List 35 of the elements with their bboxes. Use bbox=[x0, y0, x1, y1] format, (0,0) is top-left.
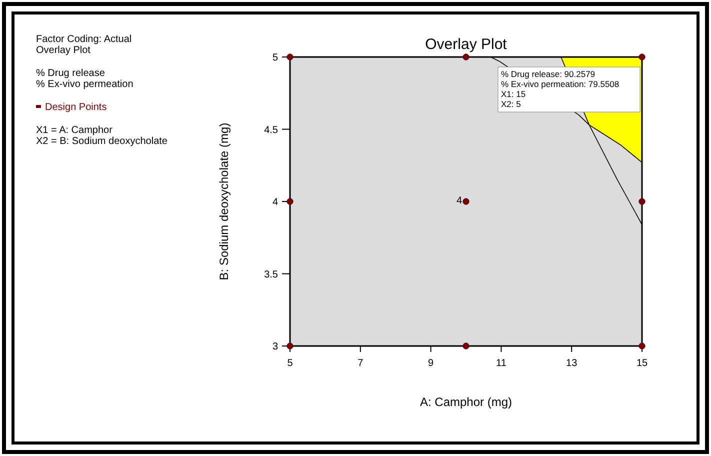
point bbox=[462, 198, 470, 205]
point bbox=[638, 54, 646, 60]
text: Factor Coding: Actual bbox=[36, 34, 132, 45]
annotation: % Drug release: 90.2579 bbox=[501, 69, 596, 79]
chart-title: Overlay Plot bbox=[425, 36, 508, 53]
x-tick-label: 5 bbox=[287, 358, 294, 369]
point bbox=[286, 54, 294, 60]
point bbox=[638, 342, 646, 350]
point bbox=[638, 198, 646, 205]
text: X2 = B: Sodium deoxycholate bbox=[36, 136, 168, 147]
y-tick-label: 3 bbox=[272, 342, 278, 352]
x-tick-label: 13 bbox=[566, 358, 578, 369]
x-tick-label: 9 bbox=[428, 358, 434, 369]
x-tick-label: 7 bbox=[358, 358, 364, 369]
legend-label: Design Points bbox=[45, 102, 107, 113]
x-axis-title: A: Camphor (mg) bbox=[420, 395, 512, 409]
point bbox=[462, 342, 470, 350]
x-tick-label: 15 bbox=[636, 358, 648, 369]
point bbox=[286, 198, 294, 205]
annotation: X1: 15 bbox=[501, 89, 526, 99]
y-tick-label: 5 bbox=[272, 52, 278, 64]
annotation: X2: 5 bbox=[501, 99, 522, 109]
annotation: % Ex-vivo permeation: 79.5508 bbox=[501, 79, 620, 89]
point bbox=[286, 342, 294, 350]
annotation: 4 bbox=[456, 196, 462, 206]
text: Overlay Plot bbox=[36, 45, 91, 56]
point bbox=[462, 54, 470, 60]
text: X1 = A: Camphor bbox=[36, 125, 114, 136]
text: % Drug release bbox=[36, 68, 106, 79]
y-axis-title: B: Sodium deoxycholate (mg) bbox=[217, 122, 231, 280]
y-tick-label: 4.5 bbox=[264, 124, 278, 136]
y-tick-label: 4 bbox=[272, 197, 278, 208]
y-tick-label: 3.5 bbox=[264, 269, 278, 280]
text: % Ex-vivo permeation bbox=[36, 79, 134, 90]
x-tick-label: 11 bbox=[496, 358, 507, 369]
